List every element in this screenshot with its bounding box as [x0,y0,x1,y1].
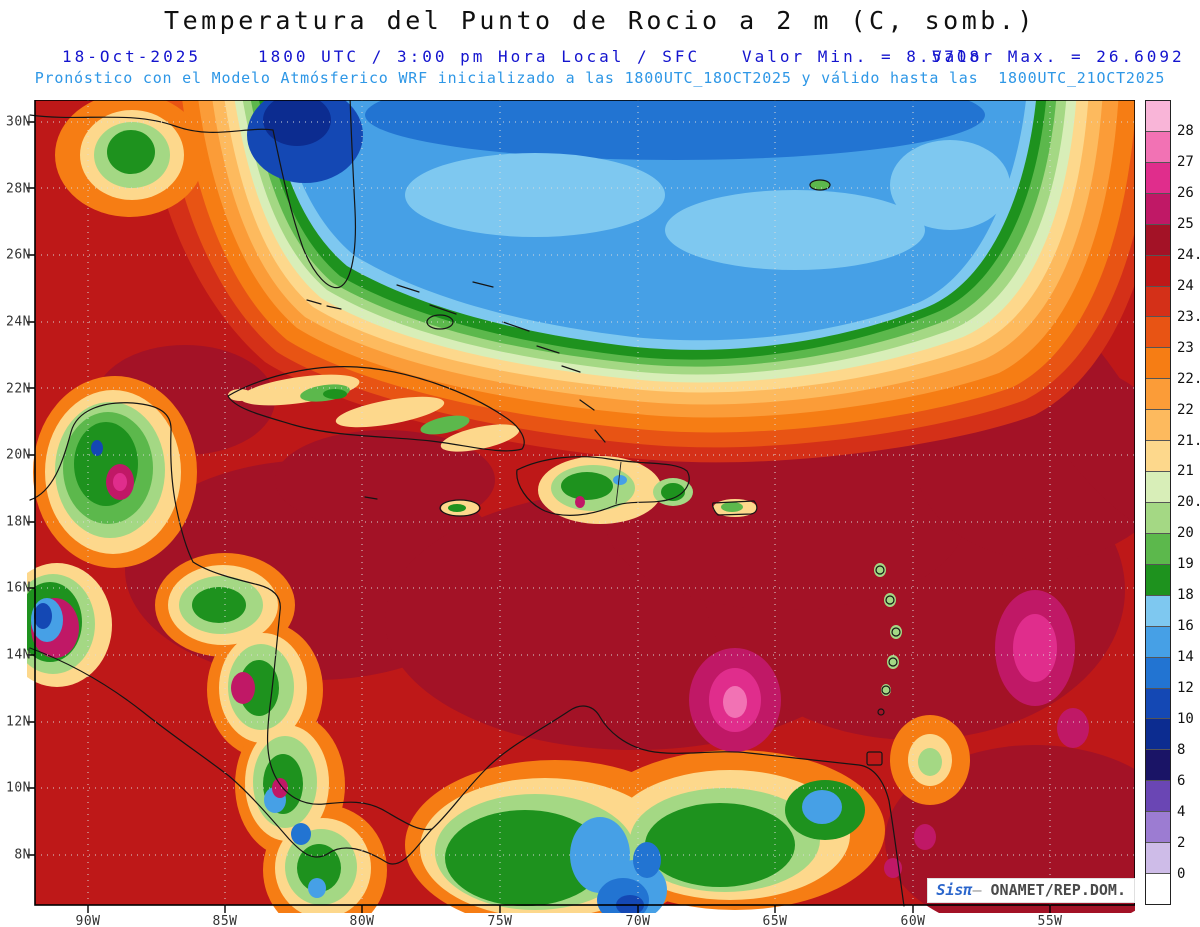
colorbar-label: 20 [1177,525,1194,541]
lon-label: 80W [349,914,375,927]
value-max: Valor Max. = 26.6092 [932,47,1185,66]
colorbar-segment [1146,161,1170,193]
colorbar-label: 16 [1177,618,1194,634]
colorbar-label: 24.5 [1177,247,1200,263]
watermark-separator: — [972,881,982,899]
lon-label: 70W [625,914,651,927]
colorbar-segment [1146,594,1170,626]
colorbar-label: 22.5 [1177,371,1200,387]
colorbar-segment [1146,192,1170,224]
lat-label: 16N [6,580,31,596]
colorbar-segment [1146,532,1170,564]
colorbar-segment [1146,223,1170,255]
colorbar-segment [1146,811,1170,843]
lat-label: 12N [6,714,31,730]
colorbar-label: 6 [1177,773,1186,789]
central-america-features [27,553,387,913]
colorbar-segment [1146,285,1170,317]
lat-label: 24N [6,314,31,330]
colorbar-label: 10 [1177,711,1194,727]
lon-label: 55W [1037,914,1063,927]
colorbar-segment [1146,316,1170,348]
model-info-line: Pronóstico con el Modelo Atmósferico WRF… [34,69,1166,87]
colorbar-label: 28 [1177,123,1194,139]
colorbar-segment [1146,501,1170,533]
colorbar-segment [1146,749,1170,781]
watermark-org: ONAMET/REP.DOM. [990,881,1126,899]
dewpoint-contour-map [27,100,1135,913]
cold-core-details [247,100,1010,270]
lat-label: 14N [6,647,31,663]
colorbar-segment [1146,873,1170,904]
axis-ticks [27,121,1051,913]
colorbar-label: 8 [1177,742,1186,758]
lon-label: 60W [900,914,926,927]
lon-label: 65W [762,914,788,927]
colorbar-label: 12 [1177,680,1194,696]
island-features [228,374,902,696]
lon-label: 90W [75,914,101,927]
south-america-features [405,715,970,913]
colorbar-label: 23 [1177,340,1194,356]
colorbar-label: 2 [1177,835,1186,851]
colorbar-segment [1146,130,1170,162]
colorbar-label: 25 [1177,216,1194,232]
watermark: Sisπ— ONAMET/REP.DOM. [927,878,1135,903]
colorbar-label: 22 [1177,402,1194,418]
yucatan-features [33,376,197,568]
lat-label: 10N [6,780,31,796]
page-title: Temperatura del Punto de Rocio a 2 m (C,… [164,6,1036,35]
map-area: Sisπ— ONAMET/REP.DOM. [27,100,1135,913]
lat-label: 28N [6,181,31,197]
colorbar-label: 26 [1177,185,1194,201]
watermark-brand: Sisπ [936,881,973,899]
colorbar-segment [1146,101,1170,131]
lat-label: 26N [6,247,31,263]
lat-label: 20N [6,447,31,463]
colorbar-segment [1146,625,1170,657]
colorbar-label: 27 [1177,154,1194,170]
colorbar-label: 21 [1177,463,1194,479]
colorbar-segment [1146,780,1170,812]
subtitle-row: 18-Oct-2025 1800 UTC / 3:00 pm Hora Loca… [0,47,1200,67]
lat-label: 18N [6,514,31,530]
colorbar-label: 0 [1177,866,1186,882]
colorbar-segment [1146,471,1170,502]
colorbar-label: 4 [1177,804,1186,820]
map-border [34,100,1135,906]
colorbar-segment [1146,347,1170,379]
colorbar-segment [1146,440,1170,472]
colorbar-label: 23.5 [1177,309,1200,325]
forecast-date: 18-Oct-2025 [62,47,201,66]
colorbar-label: 14 [1177,649,1194,665]
lon-label: 85W [212,914,238,927]
colorbar-label: 18 [1177,587,1194,603]
value-min: Valor Min. = 8.5708 [742,47,983,66]
colorbar [1145,100,1171,905]
colorbar-label: 21.5 [1177,433,1200,449]
colorbar-segment [1146,687,1170,719]
lat-label: 30N [6,114,31,130]
forecast-time: 1800 UTC / 3:00 pm Hora Local / SFC [258,47,701,66]
colorbar-segment [1146,254,1170,286]
colorbar-segment [1146,409,1170,441]
colorbar-segment [1146,563,1170,595]
colorbar-label: 24 [1177,278,1194,294]
graticule [35,100,1135,905]
colorbar-segment [1146,656,1170,688]
lat-label: 22N [6,381,31,397]
lat-label: 8N [14,847,31,863]
colorbar-label: 20.5 [1177,494,1200,510]
magenta-warm-blobs [689,590,1089,752]
lon-label: 75W [487,914,513,927]
colorbar-label: 19 [1177,556,1194,572]
colorbar-segment [1146,718,1170,750]
colorbar-segment [1146,842,1170,874]
gulf-coast-green-patch [55,100,205,217]
coastlines [29,100,905,907]
colorbar-segment [1146,378,1170,410]
